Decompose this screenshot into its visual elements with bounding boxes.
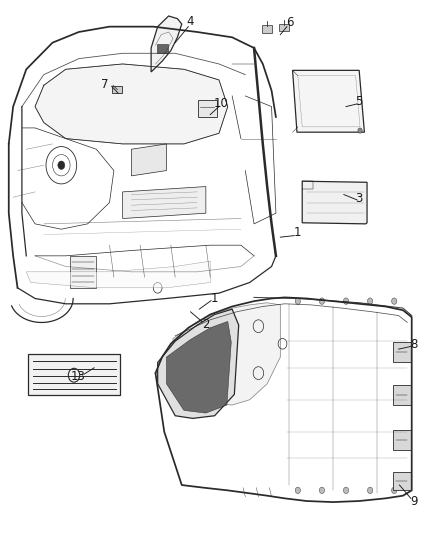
Polygon shape xyxy=(131,144,166,176)
Circle shape xyxy=(367,487,373,494)
Text: 13: 13 xyxy=(71,370,85,383)
Circle shape xyxy=(58,161,65,169)
Circle shape xyxy=(343,298,349,304)
Text: 5: 5 xyxy=(356,95,363,108)
Polygon shape xyxy=(151,16,182,72)
Text: 8: 8 xyxy=(410,338,417,351)
Polygon shape xyxy=(293,70,364,132)
Text: 1: 1 xyxy=(294,227,302,239)
Circle shape xyxy=(392,487,397,494)
Text: 9: 9 xyxy=(410,495,418,507)
Circle shape xyxy=(295,298,300,304)
Circle shape xyxy=(367,298,373,304)
Circle shape xyxy=(392,298,397,304)
Polygon shape xyxy=(70,256,96,288)
Polygon shape xyxy=(302,181,367,224)
Polygon shape xyxy=(158,309,239,418)
Polygon shape xyxy=(166,321,231,413)
Circle shape xyxy=(319,487,325,494)
Text: 3: 3 xyxy=(356,192,363,205)
Circle shape xyxy=(295,487,300,494)
Polygon shape xyxy=(28,354,120,395)
Bar xyxy=(393,472,411,490)
Polygon shape xyxy=(26,261,210,288)
Text: 7: 7 xyxy=(101,78,109,91)
FancyBboxPatch shape xyxy=(112,86,122,93)
Bar xyxy=(393,385,411,405)
Text: 2: 2 xyxy=(202,318,210,330)
FancyBboxPatch shape xyxy=(262,25,272,33)
Bar xyxy=(393,430,411,450)
Text: 1: 1 xyxy=(211,292,219,305)
Circle shape xyxy=(343,487,349,494)
Polygon shape xyxy=(173,303,280,405)
FancyBboxPatch shape xyxy=(198,100,217,117)
Polygon shape xyxy=(35,64,228,144)
Circle shape xyxy=(319,298,325,304)
Text: 10: 10 xyxy=(214,98,229,110)
Text: 6: 6 xyxy=(286,17,294,29)
FancyBboxPatch shape xyxy=(279,24,289,31)
FancyBboxPatch shape xyxy=(157,44,168,53)
Polygon shape xyxy=(123,187,206,219)
Text: 4: 4 xyxy=(187,15,194,28)
Bar xyxy=(393,342,411,362)
Circle shape xyxy=(358,128,362,133)
